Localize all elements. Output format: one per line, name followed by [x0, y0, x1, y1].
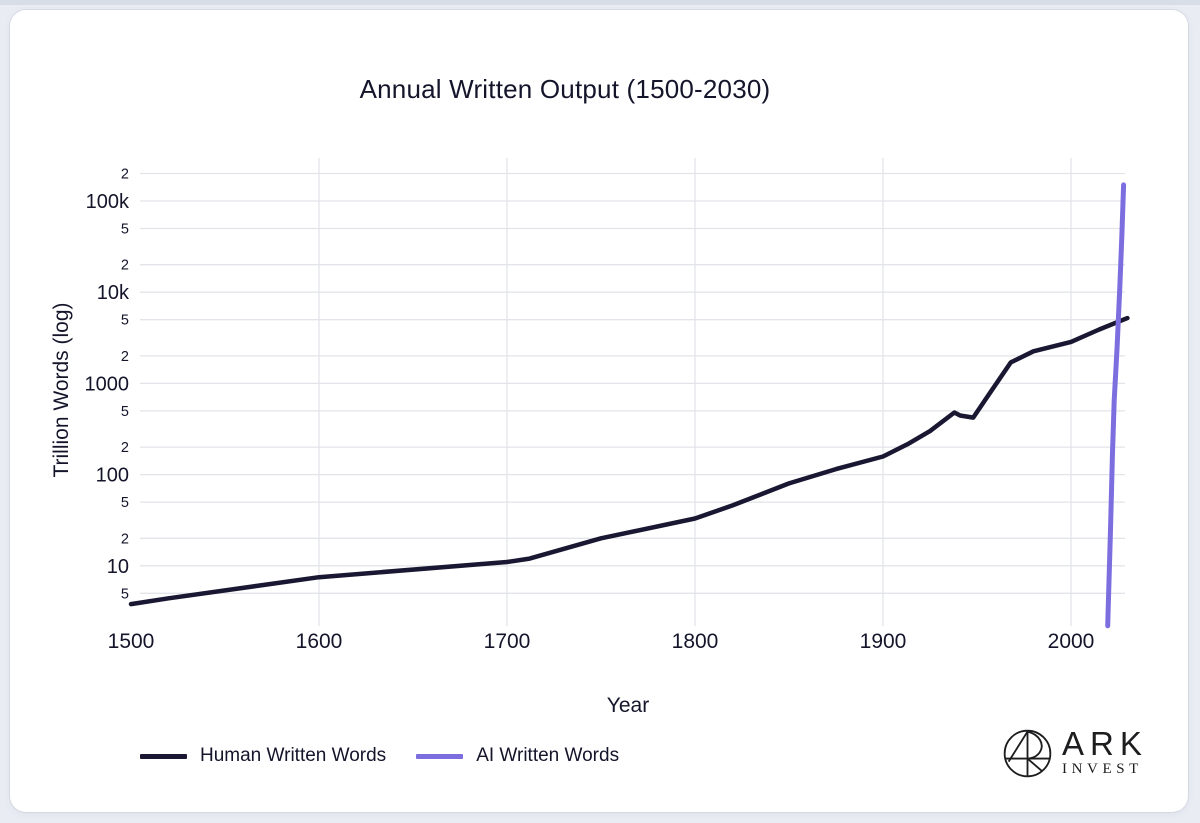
- y-axis-title: Trillion Words (log): [50, 302, 73, 478]
- y-tick-label: 10k: [97, 282, 130, 304]
- series-line-ai[interactable]: [1105, 182, 1127, 629]
- legend-item-ai-written-words[interactable]: AI Written Words: [416, 745, 619, 767]
- y-tick-label: 2: [121, 349, 129, 365]
- ark-wordmark-ark: ARK: [1062, 725, 1148, 762]
- chart-title: Annual Written Output (1500-2030): [359, 74, 771, 104]
- y-tick-label: 2: [121, 167, 129, 183]
- series-line-human[interactable]: [128, 315, 1130, 607]
- x-tick-label: 1500: [108, 630, 155, 653]
- y-tick-label: 5: [121, 222, 129, 238]
- legend-item-human-written-words[interactable]: Human Written Words: [140, 745, 386, 767]
- y-tick-label: 2: [121, 440, 129, 456]
- ark-wordmark-invest: INVEST: [1062, 761, 1143, 777]
- x-tick-label: 1800: [672, 630, 719, 653]
- y-tick-label: 5: [121, 404, 129, 420]
- x-tick-label: 1700: [484, 630, 531, 653]
- legend-swatch-ai: [416, 753, 464, 759]
- window-top-edge: [0, 0, 1200, 5]
- x-tick-label: 1900: [860, 630, 907, 653]
- legend-swatch-human: [140, 753, 187, 759]
- y-tick-label: 2: [121, 258, 129, 274]
- ark-invest-logo: ARK INVEST: [1002, 725, 1148, 779]
- y-tick-label: 100: [96, 465, 129, 487]
- legend-label-ai: AI Written Words: [476, 745, 620, 766]
- y-tick-label: 5: [121, 313, 129, 329]
- chart-plot-area[interactable]: 5 10 2 5 100 2 5 1000 2 5 10k 2 5 100k 2 1500 1600 1700 18…: [10, 10, 1188, 812]
- x-tick-label: 1600: [296, 630, 343, 653]
- x-axis-title: Year: [606, 694, 650, 717]
- y-tick-label: 10: [107, 556, 129, 578]
- ark-wordmark: ARK INVEST: [1062, 725, 1148, 778]
- y-tick-label: 1000: [85, 373, 130, 395]
- ark-logo-mark-icon: [1003, 729, 1052, 778]
- y-tick-label: 5: [121, 495, 129, 511]
- chart-legend: Human Written Words AI Written Words: [140, 745, 619, 767]
- y-tick-label: 5: [121, 586, 129, 602]
- y-tick-label: 100k: [86, 191, 130, 213]
- chart-card: Annual Written Output (1500-2030) 5 10 2 5 1…: [10, 10, 1188, 812]
- legend-label-human: Human Written Words: [200, 745, 387, 766]
- y-tick-label: 2: [121, 531, 129, 547]
- x-tick-label: 2000: [1048, 630, 1095, 653]
